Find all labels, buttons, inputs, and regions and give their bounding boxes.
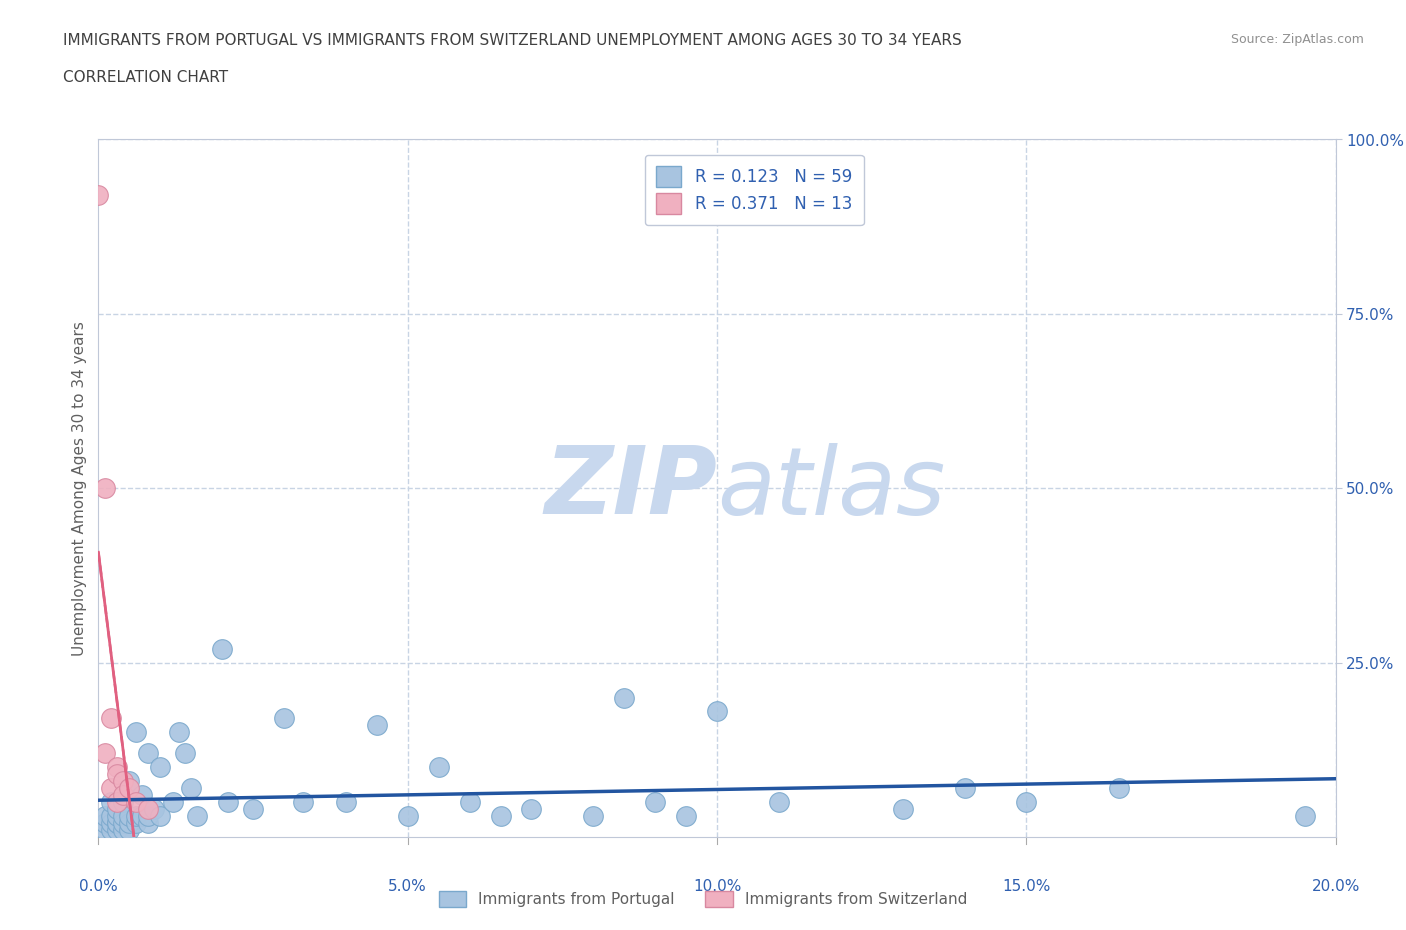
Point (105, 760, 128, 775)
Text: Source: ZipAtlas.com: Source: ZipAtlas.com (1230, 33, 1364, 46)
Point (427, 760, 450, 775)
Point (118, 809, 141, 824)
Point (167, 725, 190, 740)
Point (105, 816, 128, 830)
Point (112, 809, 135, 824)
Point (273, 711, 295, 725)
Point (706, 704, 728, 719)
Point (396, 809, 419, 824)
Point (131, 809, 153, 824)
Text: 15.0%: 15.0% (1002, 879, 1050, 894)
Point (458, 794, 481, 809)
Text: 10.0%: 10.0% (693, 879, 741, 894)
Point (124, 794, 146, 809)
Text: IMMIGRANTS FROM PORTUGAL VS IMMIGRANTS FROM SWITZERLAND UNEMPLOYMENT AMONG AGES : IMMIGRANTS FROM PORTUGAL VS IMMIGRANTS F… (63, 33, 962, 47)
Point (489, 809, 512, 824)
Point (112, 823, 135, 838)
Point (242, 802, 264, 817)
Point (582, 809, 605, 824)
Point (100, 816, 122, 830)
Point (93, 809, 115, 824)
Point (124, 725, 146, 740)
Point (105, 794, 128, 809)
Point (953, 781, 976, 796)
Point (93, 816, 115, 830)
Point (118, 781, 141, 796)
Point (174, 746, 197, 761)
Text: atlas: atlas (717, 443, 945, 534)
Point (136, 809, 159, 824)
Point (93, 823, 115, 838)
Point (93, 481, 115, 496)
Point (105, 802, 128, 817)
Point (124, 809, 146, 824)
Point (105, 766, 128, 781)
Legend: R = 0.123   N = 59, R = 0.371   N = 13: R = 0.123 N = 59, R = 0.371 N = 13 (645, 154, 863, 225)
Text: 20.0%: 20.0% (1312, 879, 1360, 894)
Text: ZIP: ZIP (544, 443, 717, 534)
Point (136, 816, 159, 830)
Point (118, 816, 141, 830)
Point (118, 774, 141, 789)
Point (335, 794, 357, 809)
Point (124, 816, 146, 830)
Point (366, 718, 388, 733)
Point (136, 802, 159, 817)
Point (180, 781, 202, 796)
Point (211, 642, 233, 657)
Point (112, 816, 135, 830)
Point (118, 823, 141, 838)
Point (149, 760, 172, 775)
Point (131, 788, 153, 803)
Point (100, 781, 122, 796)
Point (149, 809, 172, 824)
Point (768, 794, 790, 809)
Point (217, 794, 239, 809)
Point (112, 788, 135, 803)
Point (186, 809, 208, 824)
Point (112, 794, 135, 809)
Point (143, 802, 166, 817)
Point (105, 823, 128, 838)
Point (100, 823, 122, 838)
Point (675, 809, 697, 824)
Point (291, 794, 314, 809)
Point (100, 711, 122, 725)
Text: 5.0%: 5.0% (388, 879, 427, 894)
Point (1108, 781, 1130, 796)
Point (520, 802, 543, 817)
Text: CORRELATION CHART: CORRELATION CHART (63, 70, 228, 85)
Point (87, 188, 110, 203)
Point (100, 809, 122, 824)
Point (105, 809, 128, 824)
Point (644, 794, 666, 809)
Point (1294, 809, 1316, 824)
Point (112, 774, 135, 789)
Legend: Immigrants from Portugal, Immigrants from Switzerland: Immigrants from Portugal, Immigrants fro… (433, 884, 973, 913)
Point (162, 794, 184, 809)
Point (136, 746, 159, 761)
Point (891, 802, 914, 817)
Point (93, 746, 115, 761)
Point (100, 794, 122, 809)
Point (613, 690, 636, 705)
Point (1015, 794, 1038, 809)
Y-axis label: Unemployment Among Ages 30 to 34 years: Unemployment Among Ages 30 to 34 years (72, 321, 87, 656)
Text: 0.0%: 0.0% (79, 879, 118, 894)
Point (105, 816, 128, 830)
